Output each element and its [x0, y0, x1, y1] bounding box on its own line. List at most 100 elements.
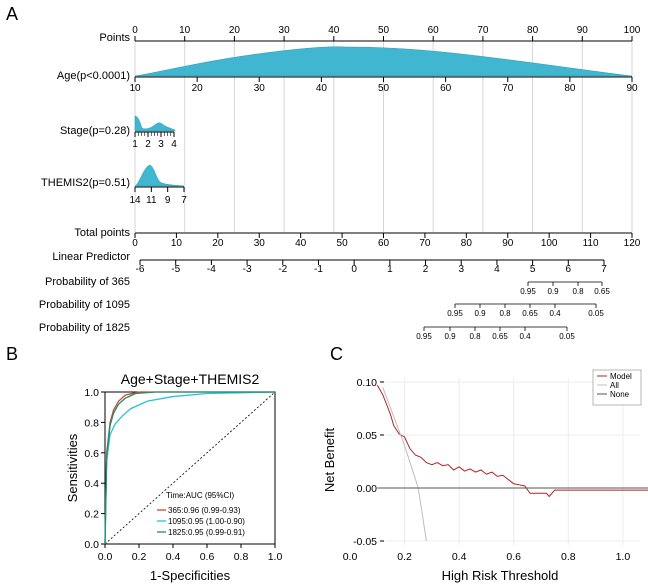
prob-1095-tick-label: 0.9 — [474, 309, 486, 318]
dca-legend-box — [592, 369, 642, 406]
prob-1095-tick-label: 0.8 — [499, 309, 511, 318]
dca-x-tick-label: 0.2 — [397, 551, 412, 563]
roc-x-tick-label: 1.0 — [268, 551, 283, 563]
dca-x-tick-label: 1.0 — [616, 551, 631, 563]
points-tick-label: 30 — [279, 25, 291, 36]
roc-legend-entry: 1095:0.95 (1.00-0.90) — [168, 517, 245, 526]
roc-x-tick-label: 0.8 — [234, 551, 249, 563]
linear-predictor-tick-label: 5 — [530, 264, 536, 275]
roc-y-tick-label: 0.4 — [84, 478, 99, 490]
prob-1095-label: Probability of 1095 — [39, 299, 130, 311]
themis2-tick-label: 14 — [129, 195, 141, 206]
points-tick-label: 70 — [477, 25, 489, 36]
linear-predictor-tick-label: 2 — [423, 264, 429, 275]
roc-axes: 0.0 0.2 0.4 0.6 0.8 1.0 0.0 0.2 0.4 0.6 0.8 1.0 — [84, 387, 282, 563]
dca-curve-all — [382, 387, 427, 542]
roc-legend-entry: 365:0.96 (0.99-0.93) — [168, 506, 241, 515]
roc-legend-entry: 1825:0.95 (0.99-0.91) — [168, 528, 245, 537]
roc-title: Age+Stage+THEMIS2 — [121, 371, 260, 387]
age-tick-label: 80 — [564, 83, 576, 94]
dca-x-tick-label: 0.4 — [452, 551, 467, 563]
prob-1825-tick-label: 0.05 — [559, 332, 575, 341]
total-points-tick-label: 80 — [461, 238, 473, 249]
total-points-tick-label: 30 — [254, 238, 266, 249]
total-points-tick-label: 0 — [132, 238, 138, 249]
dca-axes: -0.05 0.00 0.05 0.10 0.0 0.2 0.4 0.6 0.8 1.0 — [343, 377, 631, 563]
prob-1825-tick-label: 0.95 — [416, 332, 432, 341]
prob-1825-tick-label: 0.4 — [519, 332, 531, 341]
points-tick-label: 80 — [527, 25, 539, 36]
total-points-tick-label: 120 — [624, 238, 641, 249]
total-points-tick-label: 60 — [378, 238, 390, 249]
roc-x-tick-label: 0.4 — [166, 551, 181, 563]
total-points-tick-label: 10 — [171, 238, 183, 249]
stage-tick-label: 3 — [158, 139, 164, 150]
age-tick-label: 50 — [378, 83, 390, 94]
roc-y-tick-label: 0.8 — [84, 417, 99, 429]
prob-1095-tick-label: 0.95 — [447, 309, 463, 318]
age-tick-label: 70 — [502, 83, 514, 94]
points-tick-label: 60 — [428, 25, 440, 36]
panel-letter-a: A — [6, 4, 18, 24]
total-points-label: Total points — [74, 227, 130, 239]
prob-1825-label: Probability of 1825 — [39, 322, 130, 334]
panel-letter-b: B — [6, 344, 18, 364]
age-label: Age(p<0.0001) — [57, 70, 130, 82]
roc-y-tick-label: 0.2 — [84, 509, 99, 521]
prob-365-tick-label: 0.9 — [547, 287, 559, 296]
stage-tick-label: 1 — [132, 139, 138, 150]
themis2-tick-label: 9 — [165, 195, 171, 206]
linear-predictor-tick-label: -2 — [278, 264, 287, 275]
linear-predictor-tick-label: 3 — [458, 264, 464, 275]
age-tick-label: 30 — [254, 83, 266, 94]
prob-1095-tick-label: 0.65 — [522, 309, 538, 318]
roc-y-tick-label: 0.6 — [84, 448, 99, 460]
linear-predictor-tick-label: 7 — [601, 264, 607, 275]
dca-x-tick-label: 0.6 — [506, 551, 521, 563]
linear-predictor-tick-label: 1 — [387, 264, 393, 275]
points-tick-label: 0 — [132, 25, 138, 36]
prob-365-tick-label: 0.65 — [594, 287, 610, 296]
points-tick-label: 10 — [179, 25, 191, 36]
dca-curves — [376, 384, 648, 542]
panel-letter-c: C — [330, 344, 343, 364]
points-tick-label: 100 — [624, 25, 641, 36]
total-points-tick-label: 70 — [419, 238, 431, 249]
prob-1095-tick-label: 0.05 — [588, 309, 604, 318]
age-tick-label: 60 — [440, 83, 452, 94]
prob-365-label: Probability of 365 — [45, 276, 130, 288]
age-tick-label: 10 — [129, 83, 141, 94]
total-points-tick-label: 20 — [212, 238, 224, 249]
dca-x-tick-label: 0.8 — [561, 551, 576, 563]
points-tick-label: 40 — [328, 25, 340, 36]
age-tick-label: 40 — [316, 83, 328, 94]
dca-legend-entry: None — [610, 390, 630, 399]
themis2-density — [134, 165, 185, 187]
linear-predictor-tick-label: -5 — [171, 264, 180, 275]
roc-y-tick-label: 0.0 — [84, 539, 99, 551]
total-points-tick-label: 110 — [583, 238, 599, 249]
linear-predictor-label: Linear Predictor — [52, 251, 130, 263]
prob-1825-tick-label: 0.9 — [444, 332, 456, 341]
linear-predictor-tick-label: -6 — [136, 264, 145, 275]
roc-x-tick-label: 0.0 — [98, 551, 113, 563]
total-points-tick-label: 90 — [502, 238, 514, 249]
dca-legend-entry: All — [610, 381, 619, 390]
linear-predictor-tick-label: -1 — [314, 264, 323, 275]
points-tick-label: 90 — [577, 25, 589, 36]
dca-x-axis-title: High Risk Threshold — [442, 568, 559, 583]
age-tick-label: 90 — [626, 83, 638, 94]
points-tick-label: 50 — [378, 25, 390, 36]
age-density — [134, 46, 633, 77]
points-tick-label: 20 — [229, 25, 241, 36]
age-tick-label: 20 — [192, 83, 204, 94]
dca-y-tick-label: 0.00 — [357, 483, 378, 495]
linear-predictor-tick-label: -3 — [243, 264, 252, 275]
stage-density — [134, 115, 176, 132]
linear-predictor-tick-label: 4 — [494, 264, 500, 275]
dca-y-tick-label: 0.05 — [357, 430, 378, 442]
roc-x-tick-label: 0.6 — [200, 551, 215, 563]
